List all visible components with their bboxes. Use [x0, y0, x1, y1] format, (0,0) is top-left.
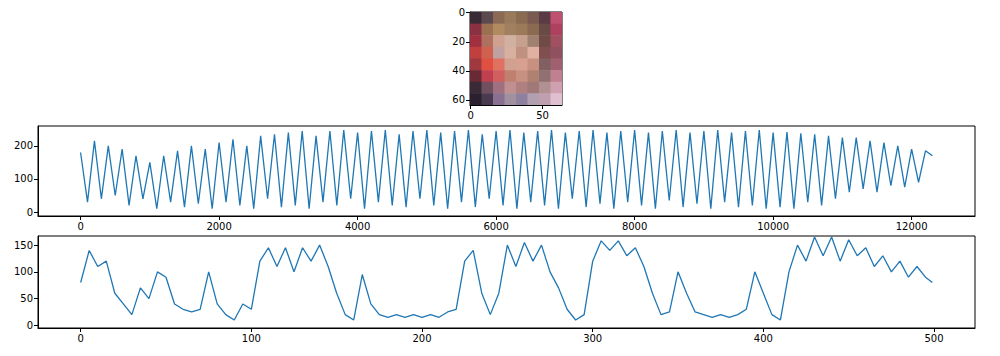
- svg-text:8000: 8000: [622, 221, 647, 232]
- svg-text:4000: 4000: [345, 221, 370, 232]
- svg-text:40: 40: [452, 65, 465, 76]
- svg-text:20: 20: [452, 36, 465, 47]
- svg-text:100: 100: [242, 333, 261, 344]
- svg-text:100: 100: [14, 266, 33, 277]
- svg-text:0: 0: [27, 207, 33, 218]
- svg-text:0: 0: [468, 110, 474, 121]
- svg-text:150: 150: [14, 240, 33, 251]
- svg-text:0: 0: [27, 320, 33, 331]
- svg-text:200: 200: [412, 333, 431, 344]
- svg-text:0: 0: [77, 333, 83, 344]
- svg-text:500: 500: [924, 333, 943, 344]
- svg-text:10000: 10000: [757, 221, 789, 232]
- svg-text:0: 0: [459, 7, 465, 18]
- svg-text:0: 0: [77, 221, 83, 232]
- svg-text:50: 50: [20, 293, 33, 304]
- svg-text:6000: 6000: [483, 221, 508, 232]
- svg-text:100: 100: [14, 173, 33, 184]
- svg-text:300: 300: [583, 333, 602, 344]
- svg-text:12000: 12000: [896, 221, 928, 232]
- svg-text:50: 50: [536, 110, 549, 121]
- svg-text:400: 400: [754, 333, 773, 344]
- svg-text:60: 60: [452, 94, 465, 105]
- svg-text:2000: 2000: [206, 221, 231, 232]
- svg-text:200: 200: [14, 140, 33, 151]
